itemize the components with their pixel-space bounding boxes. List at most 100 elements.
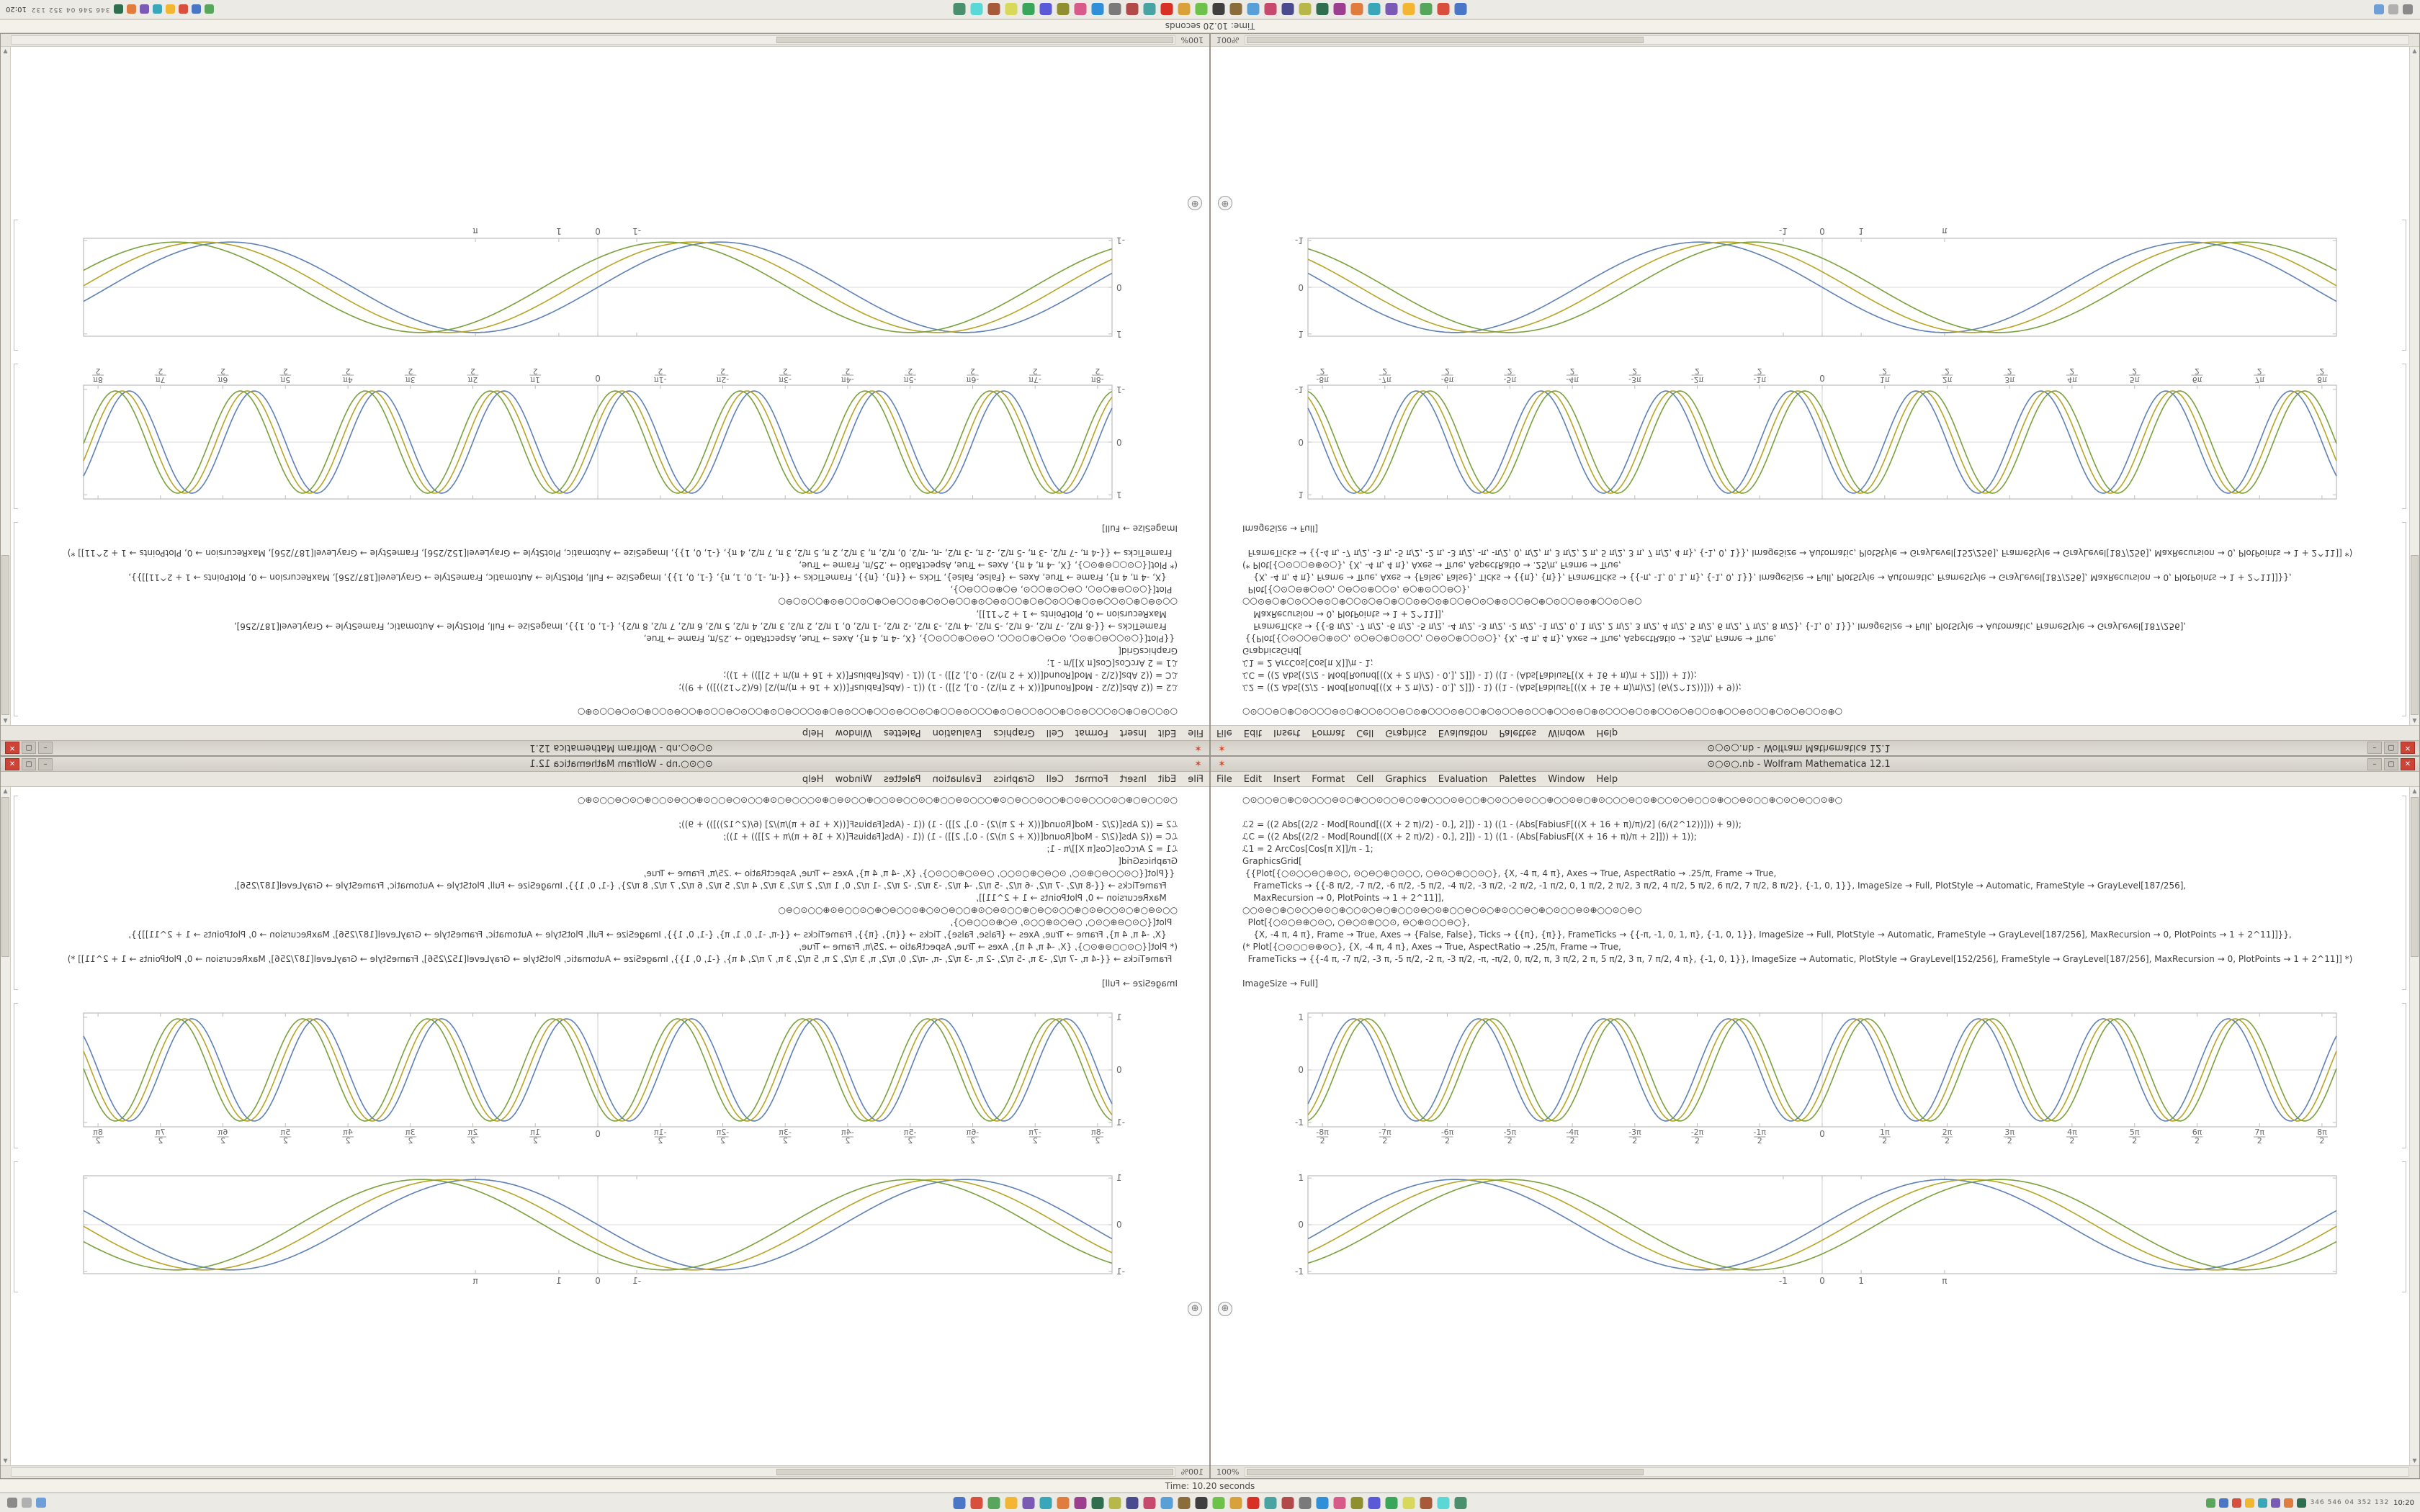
tray-icon-4[interactable]: [166, 4, 176, 14]
tray-clock[interactable]: 10:20: [2393, 1498, 2414, 1507]
menu-graphics[interactable]: Graphics: [1385, 727, 1427, 739]
taskbar-icon-5[interactable]: [1385, 3, 1398, 16]
vertical-scroll-thumb[interactable]: [1, 555, 9, 715]
taskbar-icon-13[interactable]: [1160, 1496, 1173, 1509]
close-button[interactable]: ✕: [5, 757, 19, 770]
horizontal-scrollbar[interactable]: [1245, 35, 2409, 45]
cell-bracket[interactable]: [14, 1161, 18, 1292]
taskbar-icon-6[interactable]: [1368, 3, 1381, 16]
horizontal-scrollbar[interactable]: [11, 1467, 1175, 1477]
notebook-area[interactable]: ○⊙○○⊖○⊕○⊙○○○⊖⊙○⊕○○⊙○○⊖○⊙⊕○○○⊙⊖○○⊕○⊙○○⊖⊙○…: [1211, 787, 2419, 1465]
code-cell[interactable]: ○⊙○○⊖○⊕○⊙○○○⊖⊙○⊕○○⊙○○⊖○⊙⊕○○○⊙⊖○○⊕○⊙○○⊖⊙○…: [1211, 787, 2419, 990]
taskbar-icon-3[interactable]: [1420, 3, 1433, 16]
notebook-area[interactable]: ○⊙○○⊖○⊕○⊙○○○⊖⊙○⊕○○⊙○○⊖○⊙⊕○○○⊙⊖○○⊕○⊙○○⊖⊙○…: [1211, 47, 2419, 725]
code-cell[interactable]: ○⊙○○⊖○⊕○⊙○○○⊖⊙○⊕○○⊙○○⊖○⊙⊕○○○⊙⊖○○⊕○⊙○○⊖⊙○…: [1, 522, 1209, 725]
menu-insert[interactable]: Insert: [1273, 727, 1301, 739]
menu-insert[interactable]: Insert: [1273, 773, 1301, 785]
taskbar-icon-18[interactable]: [1160, 3, 1173, 16]
taskbar-icon-14[interactable]: [1178, 1496, 1191, 1509]
taskbar-icon-13[interactable]: [1247, 3, 1260, 16]
taskbar-icon-29[interactable]: [970, 3, 983, 16]
tray-icon-4[interactable]: [2244, 1498, 2254, 1508]
cell-bracket[interactable]: [2402, 522, 2406, 716]
taskbar-icon-9[interactable]: [1316, 3, 1329, 16]
tray-icon-2[interactable]: [2218, 1498, 2228, 1508]
taskbar-icon-21[interactable]: [1299, 1496, 1312, 1509]
taskbar-icon-19[interactable]: [1264, 1496, 1277, 1509]
cell-bracket[interactable]: [2402, 796, 2406, 990]
taskbar-corner-icon-3[interactable]: [36, 1498, 46, 1508]
cell-bracket[interactable]: [2402, 1161, 2406, 1292]
menu-palettes[interactable]: Palettes: [883, 773, 921, 785]
taskbar-icon-7[interactable]: [1350, 3, 1363, 16]
horizontal-scrollbar[interactable]: [11, 35, 1175, 45]
menu-help[interactable]: Help: [1596, 727, 1618, 739]
menu-window[interactable]: Window: [1548, 727, 1585, 739]
zoom-level[interactable]: 100%: [1180, 35, 1204, 45]
menu-format[interactable]: Format: [1075, 727, 1108, 739]
scroll-up-arrow-icon[interactable]: ▲: [2412, 718, 2417, 724]
taskbar-icon-8[interactable]: [1333, 3, 1346, 16]
menu-file[interactable]: File: [1188, 773, 1204, 785]
tray-icon-5[interactable]: [153, 4, 163, 14]
tray-icon-8[interactable]: [114, 4, 124, 14]
scroll-up-arrow-icon[interactable]: ▲: [3, 788, 8, 794]
menu-evaluation[interactable]: Evaluation: [1438, 727, 1488, 739]
taskbar-icon-17[interactable]: [1178, 3, 1191, 16]
menu-evaluation[interactable]: Evaluation: [932, 727, 982, 739]
tray-icon-2[interactable]: [192, 4, 202, 14]
tray-icon-3[interactable]: [179, 4, 189, 14]
taskbar-icon-5[interactable]: [1022, 1496, 1035, 1509]
menu-help[interactable]: Help: [802, 773, 824, 785]
taskbar-icon-23[interactable]: [1333, 1496, 1346, 1509]
scroll-down-arrow-icon[interactable]: ▼: [3, 1457, 8, 1464]
menu-help[interactable]: Help: [1596, 773, 1618, 785]
taskbar-icon-30[interactable]: [953, 3, 966, 16]
notebook-area[interactable]: ○⊙○○⊖○⊕○⊙○○○⊖⊙○⊕○○⊙○○⊖○⊙⊕○○○⊙⊖○○⊕○⊙○○⊖⊙○…: [1, 787, 1209, 1465]
cell-bracket[interactable]: [14, 522, 18, 716]
taskbar-icon-24[interactable]: [1350, 1496, 1363, 1509]
taskbar-icon-25[interactable]: [1368, 1496, 1381, 1509]
taskbar-icon-12[interactable]: [1264, 3, 1277, 16]
maximize-button[interactable]: ▢: [2384, 742, 2398, 755]
taskbar-icon-27[interactable]: [1402, 1496, 1415, 1509]
zoom-level[interactable]: 100%: [1216, 1467, 1240, 1477]
taskbar-corner-widget[interactable]: [7, 1498, 46, 1508]
taskbar-icon-11[interactable]: [1281, 3, 1294, 16]
code-cell[interactable]: ○⊙○○⊖○⊕○⊙○○○⊖⊙○⊕○○⊙○○⊖○⊙⊕○○○⊙⊖○○⊕○⊙○○⊖⊙○…: [1, 787, 1209, 990]
maximize-button[interactable]: ▢: [2384, 757, 2398, 770]
taskbar-icon-4[interactable]: [1402, 3, 1415, 16]
cell-bracket[interactable]: [14, 364, 18, 509]
taskbar-icon-1[interactable]: [953, 1496, 966, 1509]
maximize-button[interactable]: ▢: [22, 757, 36, 770]
menu-edit[interactable]: Edit: [1243, 773, 1262, 785]
taskbar-icon-2[interactable]: [1437, 3, 1450, 16]
scroll-down-arrow-icon[interactable]: ▼: [2412, 1457, 2417, 1464]
tray-icon-6[interactable]: [140, 4, 150, 14]
menu-cell[interactable]: Cell: [1046, 727, 1064, 739]
taskbar-icon-2[interactable]: [970, 1496, 983, 1509]
taskbar-icon-15[interactable]: [1195, 1496, 1208, 1509]
horizontal-scroll-thumb[interactable]: [1247, 37, 1644, 43]
cell-bracket[interactable]: [14, 220, 18, 351]
taskbar-icon-20[interactable]: [1281, 1496, 1294, 1509]
menu-file[interactable]: File: [1216, 727, 1232, 739]
menu-window[interactable]: Window: [835, 773, 872, 785]
taskbar-icon-10[interactable]: [1299, 3, 1312, 16]
vertical-scrollbar[interactable]: ▲ ▼: [1, 47, 11, 725]
menu-cell[interactable]: Cell: [1046, 773, 1064, 785]
scroll-up-arrow-icon[interactable]: ▲: [2412, 788, 2417, 794]
menu-cell[interactable]: Cell: [1356, 773, 1374, 785]
cell-bracket[interactable]: [14, 796, 18, 990]
cell-bracket[interactable]: [2402, 1003, 2406, 1148]
menu-cell[interactable]: Cell: [1356, 727, 1374, 739]
code-cell[interactable]: ○⊙○○⊖○⊕○⊙○○○⊖⊙○⊕○○⊙○○⊖○⊙⊕○○○⊙⊖○○⊕○⊙○○⊖⊙○…: [1211, 522, 2419, 725]
taskbar-icon-22[interactable]: [1316, 1496, 1329, 1509]
menu-window[interactable]: Window: [1548, 773, 1585, 785]
window-title-bar[interactable]: ✶ ⊙○⊙○.nb - Wolfram Mathematica 12.1 – ▢…: [1, 757, 1209, 772]
taskbar-icon-19[interactable]: [1143, 3, 1156, 16]
cell-bracket[interactable]: [14, 1003, 18, 1148]
menu-file[interactable]: File: [1188, 727, 1204, 739]
vertical-scroll-thumb[interactable]: [1, 797, 9, 957]
close-button[interactable]: ✕: [2401, 742, 2415, 755]
